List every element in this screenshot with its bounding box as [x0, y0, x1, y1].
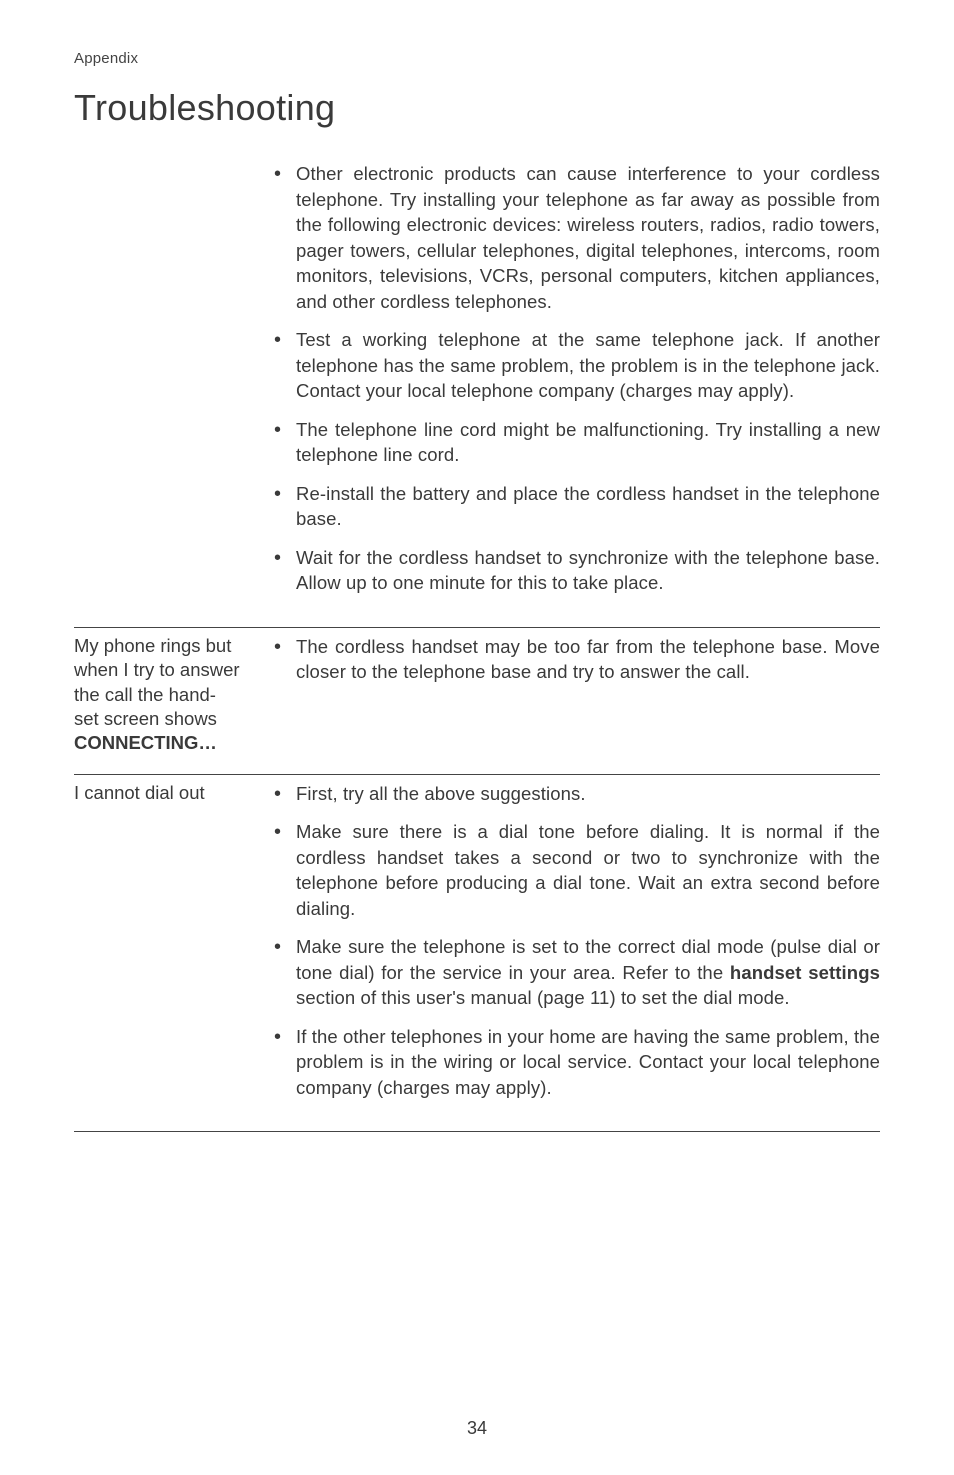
- bullet-item: Make sure the telephone is set to the co…: [270, 934, 880, 1011]
- row-content: First, try all the above suggestions. Mak…: [270, 774, 880, 1132]
- section-header: Appendix: [74, 50, 880, 67]
- bullet-item: Wait for the cordless handset to synchro…: [270, 545, 880, 596]
- bullet-item: First, try all the above suggestions.: [270, 781, 880, 807]
- row-content: Other electronic products can cause inte…: [270, 155, 880, 627]
- table-row: My phone rings butwhen I try to answerth…: [74, 627, 880, 774]
- table-row: Other electronic products can cause inte…: [74, 155, 880, 627]
- row-content: The cordless handset may be too far from…: [270, 627, 880, 774]
- bullet-item: The cordless handset may be too far from…: [270, 634, 880, 685]
- table-row: I cannot dial outFirst, try all the abov…: [74, 774, 880, 1132]
- row-label: My phone rings butwhen I try to answerth…: [74, 627, 270, 774]
- row-label: [74, 155, 270, 627]
- bullet-item: Other electronic products can cause inte…: [270, 161, 880, 314]
- bullet-item: The telephone line cord might be malfunc…: [270, 417, 880, 468]
- bullet-item: Test a working telephone at the same tel…: [270, 327, 880, 404]
- page-title: Troubleshooting: [74, 87, 880, 129]
- page-number: 34: [0, 1418, 954, 1439]
- bullet-item: Re-install the battery and place the cor…: [270, 481, 880, 532]
- troubleshooting-table: Other electronic products can cause inte…: [74, 155, 880, 1132]
- bullet-item: If the other telephones in your home are…: [270, 1024, 880, 1101]
- row-label: I cannot dial out: [74, 774, 270, 1132]
- bullet-item: Make sure there is a dial tone before di…: [270, 819, 880, 921]
